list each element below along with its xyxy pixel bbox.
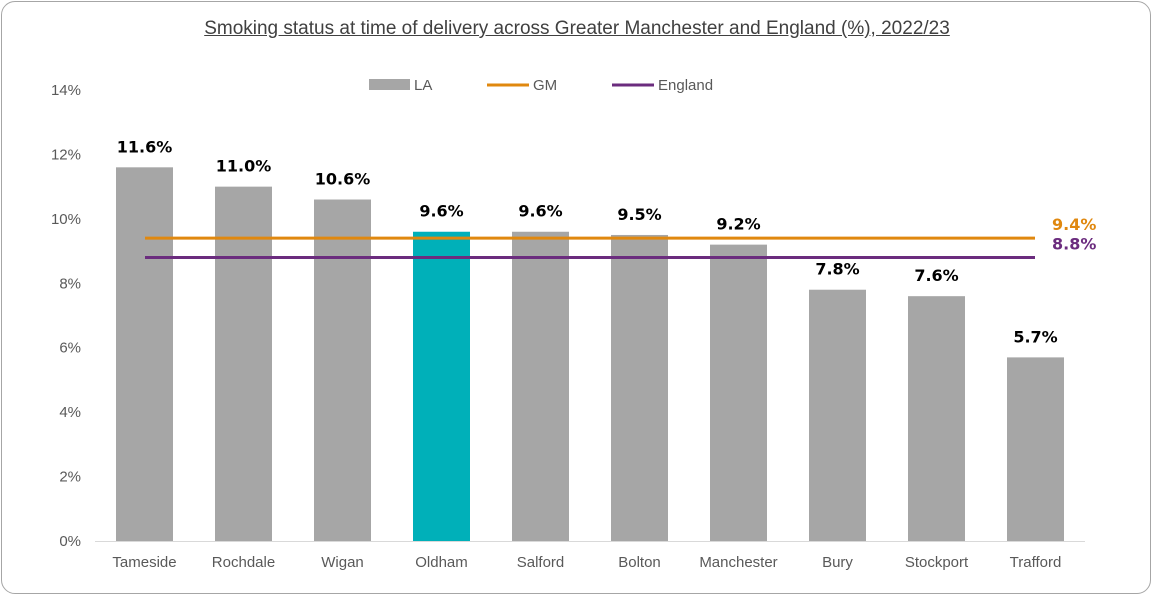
bar-data-label: 5.7%: [1013, 327, 1057, 346]
chart-title: Smoking status at time of delivery acros…: [204, 18, 950, 39]
bar-tameside: [116, 167, 173, 542]
x-tick-label: Bolton: [618, 554, 661, 571]
bar-wigan: [314, 199, 371, 541]
y-tick-label: 0%: [59, 533, 81, 550]
x-tick-label: Stockport: [905, 554, 969, 571]
gm-reference-label: 9.4%: [1052, 215, 1096, 234]
bar-data-label: 11.0%: [216, 157, 272, 176]
bar-rochdale: [215, 186, 272, 541]
x-tick-label: Tameside: [112, 554, 176, 571]
y-tick-label: 8%: [59, 275, 81, 292]
y-tick-label: 4%: [59, 404, 81, 421]
bar-data-label: 11.6%: [117, 137, 173, 156]
x-tick-label: Wigan: [321, 554, 364, 571]
y-tick-label: 14%: [51, 82, 81, 99]
bar-bolton: [611, 234, 668, 541]
bar-salford: [512, 231, 569, 541]
bar-bury: [809, 289, 866, 541]
y-tick-label: 12%: [51, 146, 81, 163]
bar-data-label: 7.8%: [815, 260, 859, 279]
y-tick-label: 6%: [59, 340, 81, 357]
legend-label-gm: GM: [533, 77, 557, 94]
bar-trafford: [1007, 357, 1064, 541]
x-tick-label: Trafford: [1010, 554, 1062, 571]
bar-data-label: 9.5%: [617, 205, 661, 224]
x-tick-label: Rochdale: [212, 554, 275, 571]
bar-manchester: [710, 244, 767, 541]
bar-data-label: 9.6%: [419, 202, 463, 221]
x-tick-label: Bury: [822, 554, 853, 571]
legend-label-la: LA: [414, 77, 432, 94]
y-tick-label: 2%: [59, 469, 81, 486]
legend-label-england: England: [658, 77, 713, 94]
x-tick-label: Oldham: [415, 554, 468, 571]
bar-oldham: [413, 231, 470, 541]
bar-data-label: 7.6%: [914, 266, 958, 285]
bar-data-label: 10.6%: [315, 170, 371, 189]
x-tick-label: Salford: [517, 554, 565, 571]
bar-data-label: 9.6%: [518, 202, 562, 221]
legend-swatch-la: [369, 79, 410, 90]
bar-stockport: [908, 296, 965, 541]
x-tick-label: Manchester: [699, 554, 777, 571]
england-reference-label: 8.8%: [1052, 235, 1096, 254]
bar-data-label: 9.2%: [716, 215, 760, 234]
y-tick-label: 10%: [51, 211, 81, 228]
